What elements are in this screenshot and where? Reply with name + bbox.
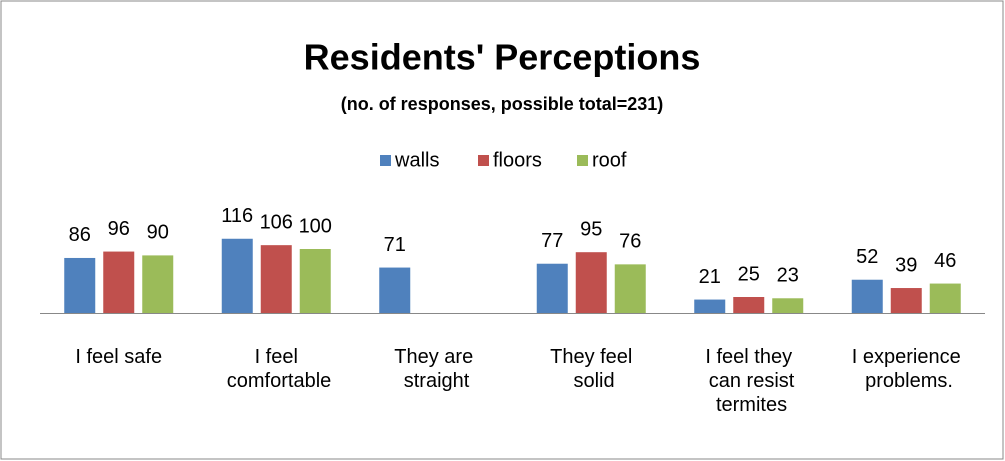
bar bbox=[890, 288, 922, 313]
value-label: 39 bbox=[895, 254, 917, 276]
x-tick-label: They are straight bbox=[394, 346, 473, 392]
x-tick-label: They feel solid bbox=[550, 346, 632, 392]
value-label: 96 bbox=[108, 218, 130, 240]
x-tick-label: I experience problems. bbox=[852, 346, 961, 392]
bar bbox=[929, 283, 961, 313]
bar bbox=[851, 279, 883, 313]
legend-label: floors bbox=[493, 149, 542, 171]
value-label: 76 bbox=[619, 231, 641, 253]
chart-subtitle: (no. of responses, possible total=231) bbox=[341, 94, 664, 114]
legend-label: roof bbox=[592, 149, 627, 171]
bar bbox=[299, 249, 331, 313]
bar bbox=[694, 299, 726, 313]
value-label: 106 bbox=[260, 211, 293, 233]
bar bbox=[575, 252, 607, 313]
bar bbox=[103, 251, 135, 313]
value-label: 71 bbox=[384, 234, 406, 256]
value-label: 46 bbox=[934, 250, 956, 272]
x-tick-label: I feel safe bbox=[75, 346, 162, 368]
bar bbox=[221, 238, 253, 313]
bar bbox=[260, 245, 292, 313]
bar bbox=[614, 264, 646, 313]
x-tick-label: I feel comfortable bbox=[221, 346, 331, 392]
value-label: 77 bbox=[541, 230, 563, 252]
value-label: 25 bbox=[738, 263, 760, 285]
legend-swatch bbox=[380, 155, 391, 166]
x-tick-label: I feel they can resist termites bbox=[703, 346, 795, 416]
value-label: 95 bbox=[580, 218, 602, 240]
legend-swatch bbox=[577, 155, 588, 166]
bar bbox=[536, 263, 568, 313]
legend-swatch bbox=[478, 155, 489, 166]
value-label: 116 bbox=[221, 205, 253, 227]
bar bbox=[733, 297, 765, 313]
chart-title: Residents' Perceptions bbox=[304, 37, 701, 78]
legend-label: walls bbox=[394, 149, 439, 171]
bar bbox=[772, 298, 804, 313]
value-label: 86 bbox=[69, 224, 91, 246]
bar bbox=[142, 255, 174, 313]
value-label: 23 bbox=[777, 265, 799, 287]
value-label: 90 bbox=[147, 222, 169, 244]
bar bbox=[64, 257, 96, 313]
value-label: 52 bbox=[856, 246, 878, 268]
value-label: 21 bbox=[699, 266, 721, 288]
value-label: 100 bbox=[299, 215, 332, 237]
bar bbox=[379, 267, 411, 313]
